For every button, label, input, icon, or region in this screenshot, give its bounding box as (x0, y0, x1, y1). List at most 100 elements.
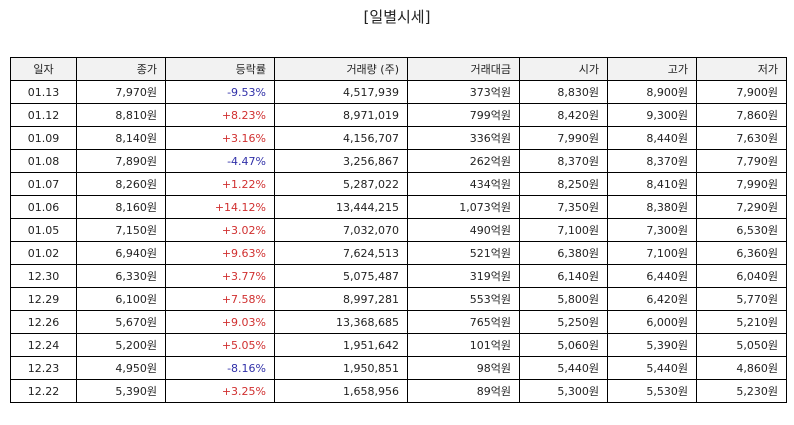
table-cell: 8,260원 (76, 172, 166, 196)
table-cell: 7,624,513 (274, 241, 408, 265)
table-cell: 1,950,851 (274, 356, 408, 380)
table-cell: 8,900원 (607, 80, 697, 104)
table-cell: 7,970원 (76, 80, 166, 104)
table-cell: 319억원 (407, 264, 520, 288)
table-cell: 6,530원 (696, 218, 787, 242)
table-cell: 8,160원 (76, 195, 166, 219)
table-cell: +14.12% (165, 195, 275, 219)
table-cell: +5.05% (165, 333, 275, 357)
table-cell: 5,800원 (519, 287, 608, 311)
table-cell: 5,287,022 (274, 172, 408, 196)
table-cell: 7,032,070 (274, 218, 408, 242)
table-cell: 6,000원 (607, 310, 697, 334)
table-cell: -9.53% (165, 80, 275, 104)
table-cell: 6,140원 (519, 264, 608, 288)
page-title: [일별시세] (363, 8, 431, 26)
table-cell: 5,075,487 (274, 264, 408, 288)
table-cell: +7.58% (165, 287, 275, 311)
table-cell: 9,300원 (607, 103, 697, 127)
table-cell: 8,997,281 (274, 287, 408, 311)
table-cell: 4,950원 (76, 356, 166, 380)
table-cell: 5,440원 (607, 356, 697, 380)
table-cell: +3.77% (165, 264, 275, 288)
table-cell: 12.23 (10, 356, 77, 380)
table-cell: 521억원 (407, 241, 520, 265)
table-cell: 13,444,215 (274, 195, 408, 219)
column-header: 고가 (607, 57, 697, 81)
table-cell: 1,073억원 (407, 195, 520, 219)
table-cell: 262억원 (407, 149, 520, 173)
table-cell: 373억원 (407, 80, 520, 104)
table-cell: 8,420원 (519, 103, 608, 127)
table-cell: 7,300원 (607, 218, 697, 242)
table-cell: +3.25% (165, 379, 275, 403)
table-cell: 01.13 (10, 80, 77, 104)
table-cell: 765억원 (407, 310, 520, 334)
table-cell: 8,810원 (76, 103, 166, 127)
price-table: 일자 종가 등락률 거래량 (주) 거래대금 시가 고가 저가 01.13 7,970원 -9.5… (10, 57, 787, 403)
table-cell: 8,370원 (607, 149, 697, 173)
table-cell: 7,100원 (607, 241, 697, 265)
table-cell: 490억원 (407, 218, 520, 242)
table-cell: 01.05 (10, 218, 77, 242)
table-cell: 6,040원 (696, 264, 787, 288)
table-cell: 8,140원 (76, 126, 166, 150)
table-cell: 7,990원 (696, 172, 787, 196)
table-row: 01.09 8,140원 +3.16% 4,156,707 336억원 7,990원 8,4… (10, 126, 787, 150)
table-cell: 01.09 (10, 126, 77, 150)
table-cell: 01.06 (10, 195, 77, 219)
table-cell: 6,330원 (76, 264, 166, 288)
table-row: 01.08 7,890원 -4.47% 3,256,867 262억원 8,370원 8,3… (10, 149, 787, 173)
table-cell: 8,250원 (519, 172, 608, 196)
column-header: 시가 (519, 57, 608, 81)
table-cell: 01.02 (10, 241, 77, 265)
table-cell: 8,971,019 (274, 103, 408, 127)
table-cell: 4,860원 (696, 356, 787, 380)
table-cell: +8.23% (165, 103, 275, 127)
table-cell: 799억원 (407, 103, 520, 127)
table-body: 01.13 7,970원 -9.53% 4,517,939 373억원 8,830원 8,9… (10, 80, 787, 403)
table-cell: +3.16% (165, 126, 275, 150)
table-cell: 7,890원 (76, 149, 166, 173)
table-cell: 7,900원 (696, 80, 787, 104)
table-cell: 4,156,707 (274, 126, 408, 150)
table-cell: 553억원 (407, 287, 520, 311)
table-cell: 12.26 (10, 310, 77, 334)
table-cell: +9.63% (165, 241, 275, 265)
table-cell: 12.30 (10, 264, 77, 288)
table-cell: 4,517,939 (274, 80, 408, 104)
table-cell: 5,530원 (607, 379, 697, 403)
table-row: 01.06 8,160원 +14.12% 13,444,215 1,073억원 7,350… (10, 195, 787, 219)
table-cell: 12.24 (10, 333, 77, 357)
table-cell: 6,420원 (607, 287, 697, 311)
table-cell: 434억원 (407, 172, 520, 196)
table-cell: 5,390원 (76, 379, 166, 403)
table-cell: 8,830원 (519, 80, 608, 104)
column-header: 거래량 (주) (274, 57, 408, 81)
table-cell: 5,210원 (696, 310, 787, 334)
column-header: 거래대금 (407, 57, 520, 81)
table-cell: 7,150원 (76, 218, 166, 242)
table-cell: 7,790원 (696, 149, 787, 173)
table-cell: 6,440원 (607, 264, 697, 288)
column-header: 등락률 (165, 57, 275, 81)
table-cell: 7,860원 (696, 103, 787, 127)
table-cell: 7,630원 (696, 126, 787, 150)
table-row: 01.12 8,810원 +8.23% 8,971,019 799억원 8,420원 9,3… (10, 103, 787, 127)
table-cell: 13,368,685 (274, 310, 408, 334)
table-cell: 01.12 (10, 103, 77, 127)
table-cell: 6,380원 (519, 241, 608, 265)
table-cell: 5,440원 (519, 356, 608, 380)
table-cell: 5,200원 (76, 333, 166, 357)
table-cell: 3,256,867 (274, 149, 408, 173)
column-header: 저가 (696, 57, 787, 81)
table-cell: 8,370원 (519, 149, 608, 173)
table-cell: 01.08 (10, 149, 77, 173)
column-header: 일자 (10, 57, 77, 81)
table-cell: 336억원 (407, 126, 520, 150)
header-row: 일자 종가 등락률 거래량 (주) 거래대금 시가 고가 저가 (10, 57, 787, 81)
table-cell: 6,940원 (76, 241, 166, 265)
table-cell: 6,360원 (696, 241, 787, 265)
table-cell: 98억원 (407, 356, 520, 380)
